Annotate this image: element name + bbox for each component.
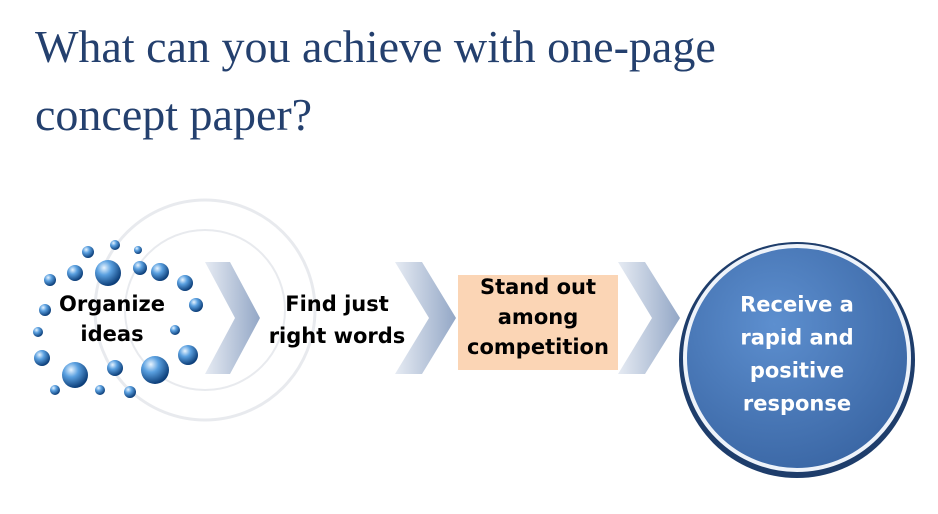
step-text: Find just — [285, 292, 389, 316]
step-text: positive — [750, 359, 844, 383]
step-text: Receive a — [740, 293, 854, 317]
step-text: ideas — [80, 322, 143, 346]
step-text: response — [743, 392, 851, 416]
circle — [683, 244, 911, 472]
step-text: Stand out — [480, 275, 596, 299]
chevrons — [205, 262, 680, 374]
steps: Organize ideas Find just right words Stand o… — [59, 275, 854, 416]
step-text: among — [498, 305, 578, 329]
bubbles — [33, 240, 203, 398]
title-line: concept paper? — [35, 89, 312, 140]
step-text: rapid and — [740, 326, 853, 350]
highlight-box — [458, 275, 618, 370]
step-text: right words — [269, 324, 406, 348]
title-line: What can you achieve with one-page — [35, 21, 716, 72]
step-text: competition — [467, 335, 609, 359]
step-text: Organize — [59, 292, 165, 316]
watermark — [93, 198, 317, 422]
